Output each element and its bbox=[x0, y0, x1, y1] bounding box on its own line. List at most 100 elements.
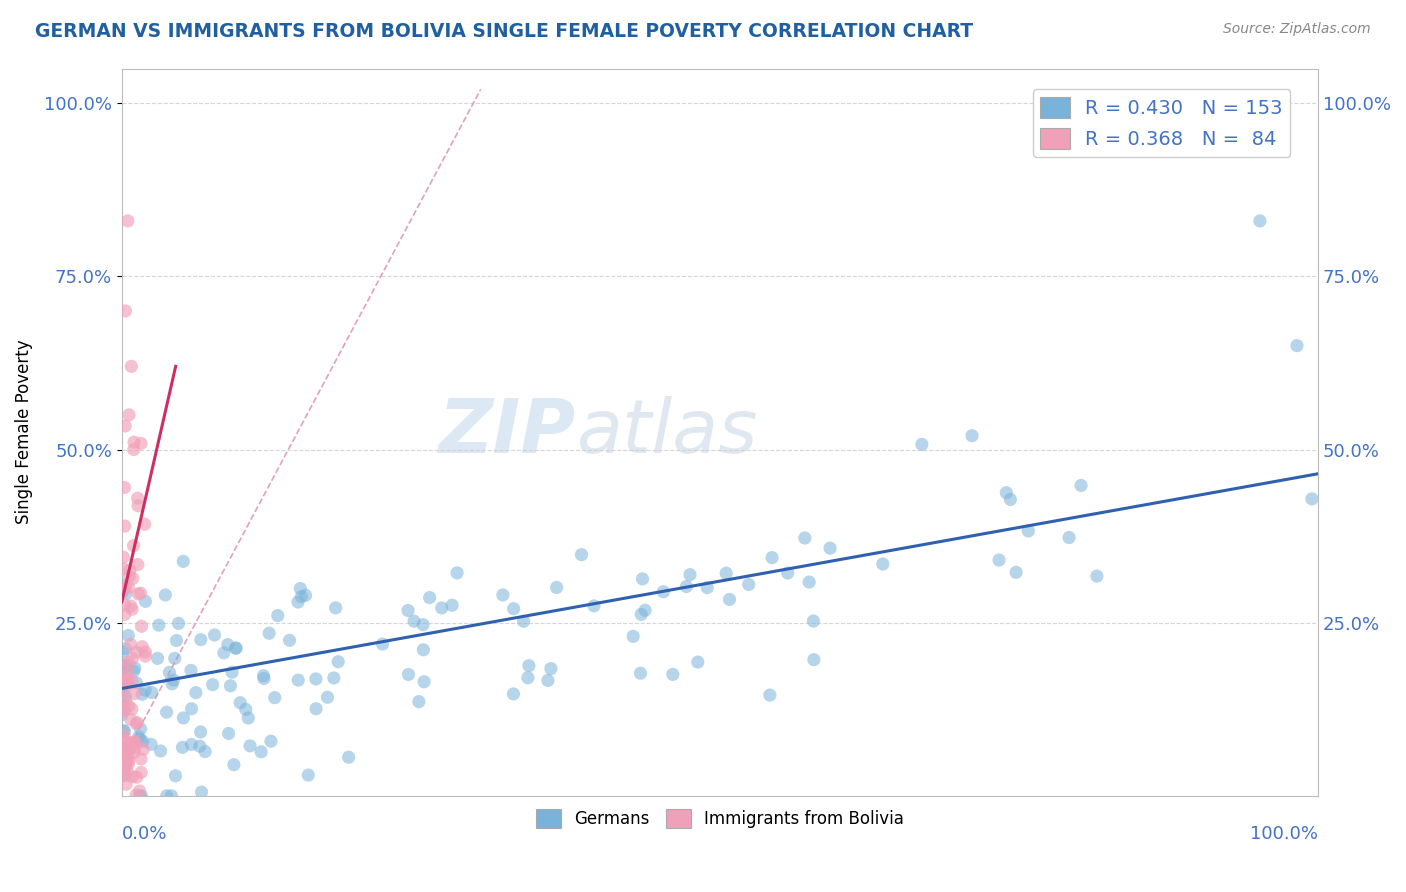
Point bbox=[127, 587, 149, 601]
Point bbox=[225, 641, 247, 656]
Y-axis label: Single Female Poverty: Single Female Poverty bbox=[15, 340, 32, 524]
Point bbox=[111, 645, 134, 659]
Point bbox=[1199, 110, 1222, 124]
Point bbox=[761, 550, 783, 565]
Point bbox=[124, 661, 146, 675]
Point bbox=[121, 770, 143, 784]
Point bbox=[290, 590, 312, 604]
Point bbox=[872, 557, 894, 571]
Point bbox=[238, 711, 260, 725]
Point bbox=[492, 588, 515, 602]
Point bbox=[112, 728, 135, 742]
Point bbox=[114, 480, 136, 494]
Point bbox=[129, 765, 152, 780]
Point bbox=[803, 653, 825, 667]
Point bbox=[115, 758, 138, 772]
Point bbox=[111, 768, 134, 782]
Point bbox=[172, 711, 194, 725]
Point bbox=[112, 673, 135, 688]
Point bbox=[117, 655, 139, 669]
Point bbox=[322, 671, 344, 685]
Point bbox=[118, 741, 141, 756]
Point bbox=[117, 740, 139, 755]
Point bbox=[621, 629, 644, 643]
Point bbox=[127, 715, 149, 730]
Point bbox=[305, 702, 328, 716]
Point bbox=[132, 742, 155, 756]
Point bbox=[803, 614, 825, 628]
Point bbox=[184, 686, 207, 700]
Point bbox=[686, 655, 709, 669]
Point bbox=[125, 676, 148, 690]
Point bbox=[716, 566, 738, 581]
Point bbox=[127, 558, 149, 572]
Point bbox=[111, 578, 134, 592]
Point bbox=[125, 645, 148, 659]
Point bbox=[571, 548, 593, 562]
Point bbox=[120, 637, 142, 651]
Point bbox=[121, 602, 143, 616]
Point bbox=[219, 679, 242, 693]
Point bbox=[1085, 569, 1108, 583]
Point bbox=[222, 757, 245, 772]
Point bbox=[129, 436, 152, 450]
Point bbox=[115, 673, 138, 687]
Point bbox=[115, 764, 138, 778]
Point bbox=[316, 690, 339, 705]
Point bbox=[582, 599, 605, 613]
Point bbox=[294, 588, 316, 602]
Point bbox=[446, 566, 468, 580]
Point bbox=[128, 784, 150, 798]
Point bbox=[141, 685, 163, 699]
Point bbox=[129, 586, 152, 600]
Point bbox=[117, 740, 139, 755]
Point bbox=[155, 588, 177, 602]
Point bbox=[117, 735, 139, 749]
Point bbox=[305, 672, 328, 686]
Point bbox=[114, 768, 136, 782]
Point bbox=[115, 754, 138, 768]
Point bbox=[1057, 531, 1080, 545]
Text: ZIP: ZIP bbox=[439, 396, 576, 468]
Point bbox=[112, 550, 135, 565]
Point bbox=[134, 594, 156, 608]
Point bbox=[738, 577, 761, 591]
Point bbox=[112, 704, 135, 718]
Point bbox=[1005, 566, 1028, 580]
Point bbox=[112, 758, 135, 772]
Point bbox=[516, 671, 538, 685]
Point bbox=[121, 736, 143, 750]
Point bbox=[117, 678, 139, 692]
Point bbox=[328, 655, 350, 669]
Point bbox=[134, 645, 156, 659]
Point bbox=[1249, 214, 1271, 228]
Point bbox=[287, 673, 309, 687]
Point bbox=[111, 663, 134, 677]
Point bbox=[799, 575, 821, 590]
Point bbox=[546, 581, 568, 595]
Point bbox=[190, 632, 212, 647]
Point bbox=[112, 741, 135, 756]
Point bbox=[117, 742, 139, 756]
Point bbox=[118, 753, 141, 767]
Point bbox=[111, 562, 134, 576]
Point bbox=[267, 608, 290, 623]
Point bbox=[163, 651, 186, 665]
Text: atlas: atlas bbox=[576, 396, 758, 468]
Point bbox=[112, 723, 135, 738]
Point bbox=[201, 678, 224, 692]
Point bbox=[129, 732, 152, 747]
Point bbox=[134, 649, 156, 664]
Point bbox=[818, 541, 841, 556]
Point bbox=[1070, 478, 1092, 492]
Text: 100.0%: 100.0% bbox=[1250, 825, 1319, 843]
Point bbox=[157, 665, 180, 680]
Point bbox=[517, 658, 540, 673]
Point bbox=[114, 587, 136, 601]
Point bbox=[134, 517, 156, 532]
Point bbox=[117, 749, 139, 764]
Point bbox=[118, 569, 141, 583]
Point bbox=[149, 744, 172, 758]
Point bbox=[172, 554, 194, 568]
Point bbox=[540, 662, 562, 676]
